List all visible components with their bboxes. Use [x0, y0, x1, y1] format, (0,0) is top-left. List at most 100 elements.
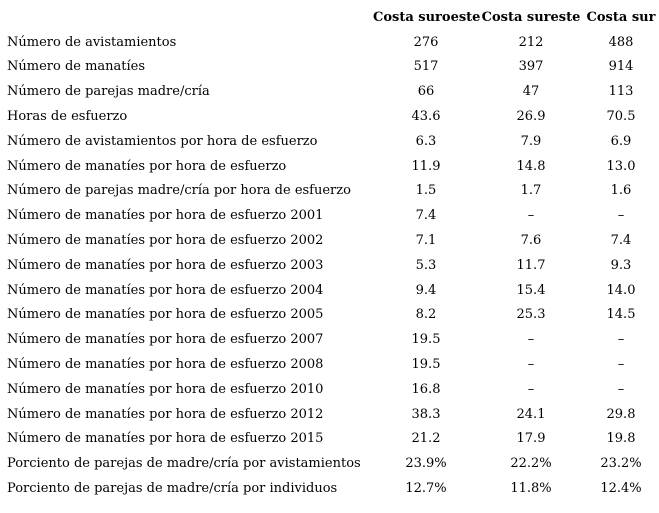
cell-value: 23.2%	[600, 456, 642, 472]
cell-value: 47	[522, 84, 540, 100]
table-row: Número de manatíes por hora de esfuerzo …	[0, 228, 659, 253]
cell-value: 397	[518, 59, 544, 75]
row-label: Número de manatíes por hora de esfuerzo	[7, 158, 287, 174]
row-label: Número de avistamientos por hora de esfu…	[7, 133, 318, 149]
cell-value: 14.0	[606, 282, 636, 298]
cell-value: 7.4	[415, 208, 437, 224]
cell-value: 914	[608, 59, 634, 75]
row-label: Número de manatíes por hora de esfuerzo …	[7, 233, 324, 249]
cell-value: 6.9	[610, 133, 632, 149]
table-row: Número de manatíes por hora de esfuerzo …	[0, 303, 659, 328]
row-label: Número de manatíes por hora de esfuerzo …	[7, 307, 324, 323]
cell-value: 1.5	[415, 183, 437, 199]
header-costa-sur: Costa sur	[586, 9, 656, 25]
row-label: Número de manatíes por hora de esfuerzo …	[7, 208, 324, 224]
table-row: Número de manatíes por hora de esfuerzo …	[0, 427, 659, 452]
header-costa-suroeste: Costa suroeste	[373, 9, 481, 25]
row-label: Número de manatíes por hora de esfuerzo …	[7, 332, 324, 348]
row-label: Número de manatíes	[7, 59, 146, 75]
cell-value: 21.2	[411, 431, 441, 447]
table-row: Número de manatíes por hora de esfuerzo …	[0, 253, 659, 278]
table-row: Porciento de parejas de madre/cría por i…	[0, 476, 659, 501]
cell-value: 19.5	[411, 332, 441, 348]
row-label: Número de manatíes por hora de esfuerzo …	[7, 381, 324, 397]
row-label: Número de parejas madre/cría por hora de…	[7, 183, 351, 199]
cell-value: 38.3	[411, 406, 441, 422]
cell-value: 70.5	[606, 109, 636, 125]
cell-value: 7.9	[520, 133, 542, 149]
cell-value: 6.3	[415, 133, 437, 149]
cell-value: 11.7	[516, 257, 546, 273]
cell-value: –	[527, 208, 535, 224]
table-row: Número de manatíes por hora de esfuerzo …	[0, 352, 659, 377]
cell-value: 1.7	[520, 183, 542, 199]
cell-value: 24.1	[516, 406, 546, 422]
cell-value: –	[617, 208, 625, 224]
cell-value: 13.0	[606, 158, 636, 174]
cell-value: 1.6	[610, 183, 632, 199]
cell-value: 7.4	[610, 233, 632, 249]
cell-value: –	[617, 381, 625, 397]
cell-value: 7.1	[415, 233, 437, 249]
table-row: Horas de esfuerzo 43.6 26.9 70.5	[0, 104, 659, 129]
cell-value: –	[617, 357, 625, 373]
row-label: Número de manatíes por hora de esfuerzo …	[7, 282, 324, 298]
row-label: Número de avistamientos	[7, 34, 177, 50]
cell-value: 488	[608, 34, 634, 50]
cell-value: 22.2%	[510, 456, 552, 472]
cell-value: 8.2	[415, 307, 437, 323]
cell-value: 14.8	[516, 158, 546, 174]
cell-value: 9.4	[415, 282, 437, 298]
table-row: Número de manatíes por hora de esfuerzo 1…	[0, 154, 659, 179]
cell-value: 9.3	[610, 257, 632, 273]
table-row: Número de manatíes por hora de esfuerzo …	[0, 327, 659, 352]
cell-value: –	[527, 332, 535, 348]
table-row: Número de avistamientos 276 212 488	[0, 30, 659, 55]
table-row: Número de parejas madre/cría por hora de…	[0, 179, 659, 204]
cell-value: 12.7%	[405, 481, 447, 497]
cell-value: 11.9	[411, 158, 441, 174]
table-row: Número de manatíes por hora de esfuerzo …	[0, 278, 659, 303]
cell-value: 11.8%	[510, 481, 552, 497]
manatee-survey-table: Costa suroeste Costa sureste Costa sur N…	[0, 5, 659, 501]
row-label: Horas de esfuerzo	[7, 109, 128, 125]
table-row: Número de manatíes por hora de esfuerzo …	[0, 203, 659, 228]
table-row: Número de manatíes por hora de esfuerzo …	[0, 402, 659, 427]
cell-value: 66	[417, 84, 435, 100]
row-label: Número de manatíes por hora de esfuerzo …	[7, 357, 324, 373]
row-label: Número de manatíes por hora de esfuerzo …	[7, 257, 324, 273]
row-label: Número de manatíes por hora de esfuerzo …	[7, 431, 324, 447]
cell-value: 113	[608, 84, 634, 100]
cell-value: –	[527, 381, 535, 397]
cell-value: 43.6	[411, 109, 441, 125]
cell-value: 29.8	[606, 406, 636, 422]
table-row: Número de avistamientos por hora de esfu…	[0, 129, 659, 154]
table-row: Número de manatíes por hora de esfuerzo …	[0, 377, 659, 402]
row-label: Número de parejas madre/cría	[7, 84, 210, 100]
cell-value: –	[617, 332, 625, 348]
cell-value: 517	[413, 59, 439, 75]
cell-value: 23.9%	[405, 456, 447, 472]
cell-value: 12.4%	[600, 481, 642, 497]
cell-value: 26.9	[516, 109, 546, 125]
cell-value: –	[527, 357, 535, 373]
cell-value: 16.8	[411, 381, 441, 397]
cell-value: 15.4	[516, 282, 546, 298]
cell-value: 5.3	[415, 257, 437, 273]
cell-value: 212	[518, 34, 544, 50]
cell-value: 17.9	[516, 431, 546, 447]
header-costa-sureste: Costa sureste	[481, 9, 581, 25]
row-label: Porciento de parejas de madre/cría por i…	[7, 481, 338, 497]
row-label: Número de manatíes por hora de esfuerzo …	[7, 406, 324, 422]
header-row: Costa suroeste Costa sureste Costa sur	[0, 5, 659, 30]
header-empty-cell	[0, 5, 373, 30]
cell-value: 19.5	[411, 357, 441, 373]
row-label: Porciento de parejas de madre/cría por a…	[7, 456, 361, 472]
table-row: Número de parejas madre/cría 66 47 113	[0, 79, 659, 104]
cell-value: 276	[413, 34, 439, 50]
cell-value: 25.3	[516, 307, 546, 323]
cell-value: 19.8	[606, 431, 636, 447]
table-row: Porciento de parejas de madre/cría por a…	[0, 451, 659, 476]
cell-value: 14.5	[606, 307, 636, 323]
cell-value: 7.6	[520, 233, 542, 249]
